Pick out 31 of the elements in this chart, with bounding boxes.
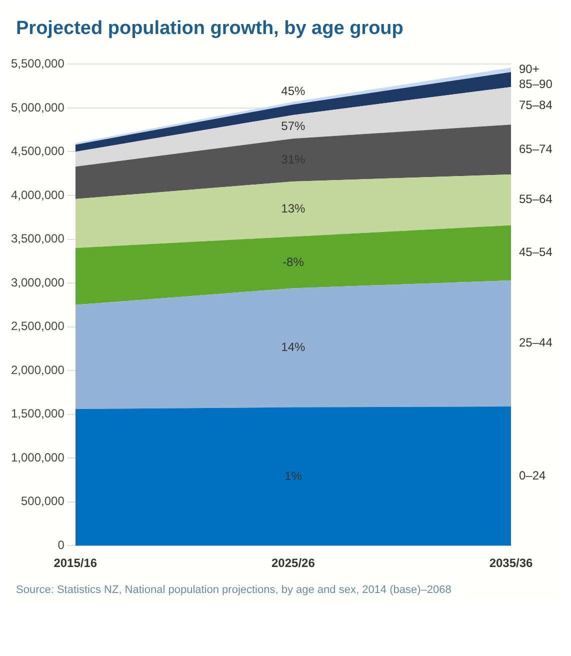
x-tick-label: 2015/16 bbox=[54, 556, 98, 570]
y-tick-label: 1,500,000 bbox=[10, 406, 65, 421]
y-tick-label: 0 bbox=[58, 538, 65, 552]
y-tick-label: 2,500,000 bbox=[10, 319, 65, 334]
y-tick-label: 5,500,000 bbox=[10, 56, 65, 71]
chart-title: Projected population growth, by age group bbox=[15, 17, 404, 41]
x-tick-label: 2025/26 bbox=[271, 556, 316, 570]
y-tick-label: 5,000,000 bbox=[10, 100, 65, 114]
y-tick-label: 3,000,000 bbox=[10, 275, 65, 290]
source-note: Source: Statistics NZ, National population projections, by age and sex, 2014 (base)–2068 bbox=[15, 583, 452, 598]
series-label: 45–54 bbox=[519, 245, 553, 260]
y-tick-label: 4,500,000 bbox=[10, 144, 65, 158]
annotation: -8% bbox=[282, 254, 304, 269]
annotation: 45% bbox=[281, 84, 306, 98]
series-label: 75–84 bbox=[519, 98, 553, 112]
y-tick-label: 2,000,000 bbox=[10, 362, 65, 377]
y-tick-label: 3,500,000 bbox=[10, 232, 65, 246]
y-tick-label: 1,000,000 bbox=[10, 450, 65, 464]
series-label: 90+ bbox=[519, 62, 540, 76]
series-label: 55–64 bbox=[519, 192, 553, 206]
x-tick-label: 2035/36 bbox=[489, 556, 534, 570]
series-label: 85–90 bbox=[519, 77, 553, 92]
series-label: 0–24 bbox=[519, 468, 546, 482]
series-label: 25–44 bbox=[519, 336, 553, 350]
series-label: 65–74 bbox=[519, 142, 553, 156]
y-tick-label: 500,000 bbox=[20, 494, 65, 508]
annotation: 13% bbox=[281, 201, 306, 216]
annotation: 57% bbox=[281, 119, 306, 134]
annotation: 1% bbox=[284, 468, 302, 483]
annotation: 14% bbox=[281, 340, 306, 354]
y-tick-label: 4,000,000 bbox=[10, 188, 65, 202]
